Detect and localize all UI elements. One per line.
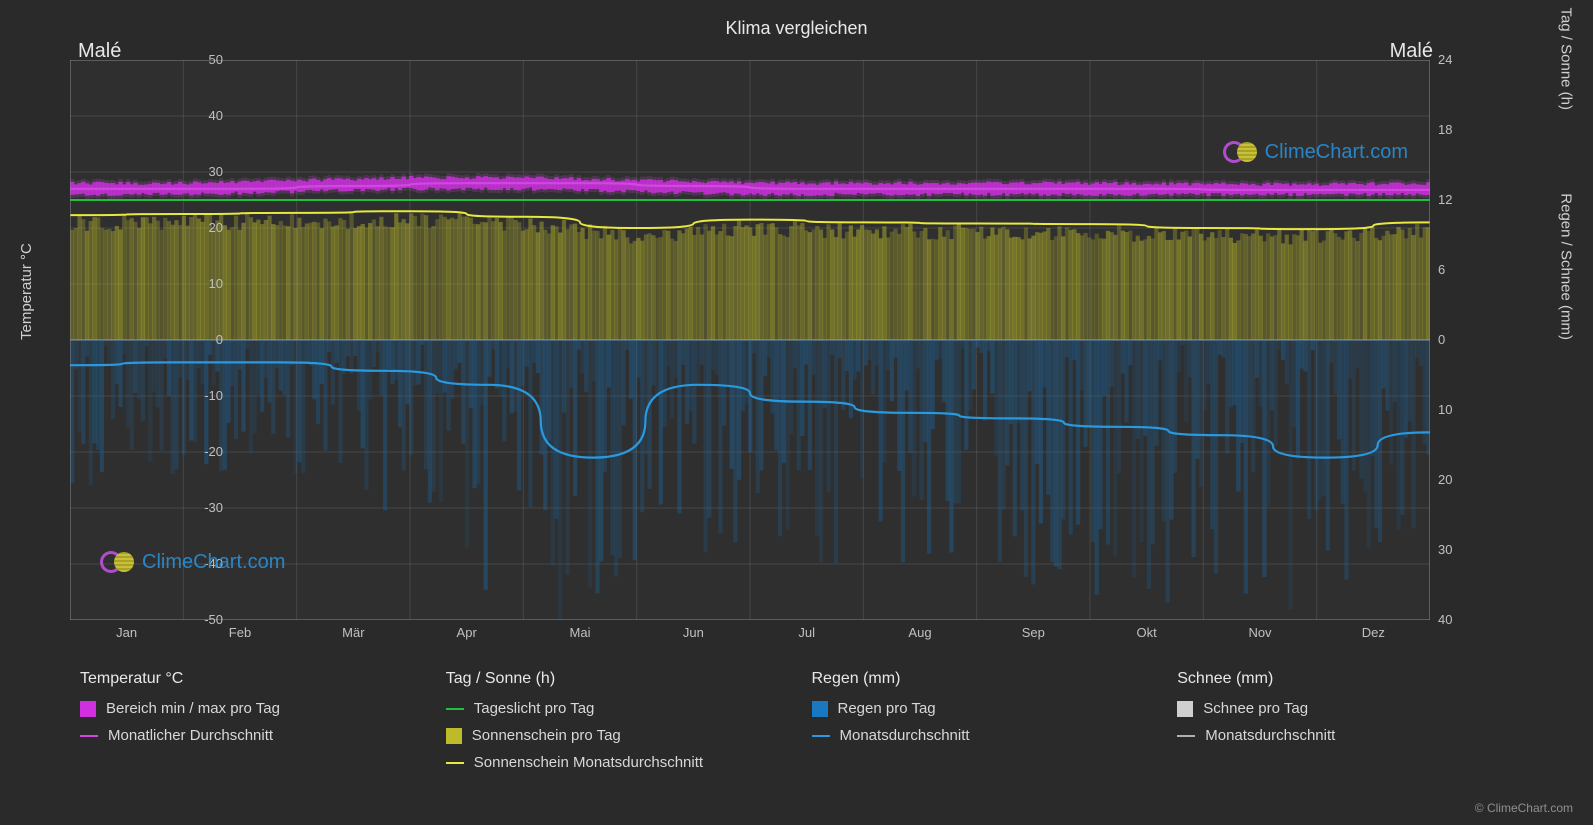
legend-label: Schnee pro Tag: [1203, 700, 1308, 717]
legend-label: Monatsdurchschnitt: [840, 727, 970, 744]
ytick-left: 0: [63, 332, 223, 347]
ytick-right-sun: 24: [1438, 52, 1452, 67]
y-axis-left-label: Temperatur °C: [18, 243, 35, 340]
xtick-month: Jun: [683, 625, 704, 640]
legend-header: Tag / Sonne (h): [446, 670, 802, 688]
legend: Temperatur °C Bereich min / max pro Tag M…: [80, 670, 1533, 771]
watermark-logo-icon: [100, 550, 136, 574]
ytick-left: -30: [63, 500, 223, 515]
xtick-month: Dez: [1362, 625, 1385, 640]
legend-item: Schnee pro Tag: [1177, 700, 1533, 717]
ytick-left: -50: [63, 612, 223, 627]
y-axis-right1-label: Tag / Sonne (h): [1558, 7, 1575, 110]
xtick-month: Mär: [342, 625, 364, 640]
ytick-right-sun: 6: [1438, 262, 1445, 277]
watermark-text: ClimeChart.com: [142, 551, 285, 574]
watermark-text: ClimeChart.com: [1265, 141, 1408, 164]
watermark-bottom: ClimeChart.com: [100, 550, 285, 574]
legend-header: Regen (mm): [812, 670, 1168, 688]
xtick-month: Mai: [570, 625, 591, 640]
ytick-left: 20: [63, 220, 223, 235]
legend-swatch: [812, 701, 828, 717]
ytick-left: 10: [63, 276, 223, 291]
legend-item: Tageslicht pro Tag: [446, 700, 802, 717]
ytick-left: 40: [63, 108, 223, 123]
xtick-month: Aug: [908, 625, 931, 640]
legend-item: Sonnenschein Monatsdurchschnitt: [446, 754, 802, 771]
watermark-logo-icon: [1223, 140, 1259, 164]
xtick-month: Okt: [1137, 625, 1157, 640]
legend-item: Monatsdurchschnitt: [1177, 727, 1533, 744]
legend-item: Sonnenschein pro Tag: [446, 727, 802, 744]
legend-item: Monatlicher Durchschnitt: [80, 727, 436, 744]
ytick-right-rain: 10: [1438, 402, 1452, 417]
legend-swatch: [446, 708, 464, 710]
legend-item: Regen pro Tag: [812, 700, 1168, 717]
xtick-month: Nov: [1248, 625, 1271, 640]
ytick-left: 30: [63, 164, 223, 179]
legend-swatch: [80, 735, 98, 737]
legend-label: Monatlicher Durchschnitt: [108, 727, 273, 744]
legend-swatch: [1177, 701, 1193, 717]
legend-label: Tageslicht pro Tag: [474, 700, 595, 717]
ytick-right-rain: 30: [1438, 542, 1452, 557]
ytick-right-sun: 12: [1438, 192, 1452, 207]
watermark-top: ClimeChart.com: [1223, 140, 1408, 164]
ytick-right-rain: 20: [1438, 472, 1452, 487]
copyright: © ClimeChart.com: [1475, 801, 1573, 815]
legend-swatch: [80, 701, 96, 717]
legend-col-temp: Temperatur °C Bereich min / max pro Tag M…: [80, 670, 436, 771]
legend-swatch: [446, 762, 464, 764]
legend-swatch: [1177, 735, 1195, 737]
xtick-month: Jan: [116, 625, 137, 640]
ytick-left: 50: [63, 52, 223, 67]
ytick-right-sun: 0: [1438, 332, 1445, 347]
legend-label: Regen pro Tag: [838, 700, 936, 717]
ytick-left: -20: [63, 444, 223, 459]
legend-header: Schnee (mm): [1177, 670, 1533, 688]
legend-header: Temperatur °C: [80, 670, 436, 688]
legend-col-sun: Tag / Sonne (h) Tageslicht pro Tag Sonnen…: [446, 670, 802, 771]
legend-col-snow: Schnee (mm) Schnee pro Tag Monatsdurchsch…: [1177, 670, 1533, 771]
chart-title: Klima vergleichen: [0, 18, 1593, 39]
ytick-right-rain: 40: [1438, 612, 1452, 627]
legend-swatch: [812, 735, 830, 737]
xtick-month: Sep: [1022, 625, 1045, 640]
xtick-month: Jul: [798, 625, 815, 640]
ytick-left: -10: [63, 388, 223, 403]
legend-label: Monatsdurchschnitt: [1205, 727, 1335, 744]
y-axis-right2-label: Regen / Schnee (mm): [1558, 193, 1575, 340]
legend-label: Bereich min / max pro Tag: [106, 700, 280, 717]
legend-item: Bereich min / max pro Tag: [80, 700, 436, 717]
legend-label: Sonnenschein pro Tag: [472, 727, 621, 744]
ytick-right-sun: 18: [1438, 122, 1452, 137]
xtick-month: Apr: [457, 625, 477, 640]
legend-label: Sonnenschein Monatsdurchschnitt: [474, 754, 703, 771]
legend-swatch: [446, 728, 462, 744]
legend-item: Monatsdurchschnitt: [812, 727, 1168, 744]
legend-col-rain: Regen (mm) Regen pro Tag Monatsdurchschni…: [812, 670, 1168, 771]
xtick-month: Feb: [229, 625, 251, 640]
